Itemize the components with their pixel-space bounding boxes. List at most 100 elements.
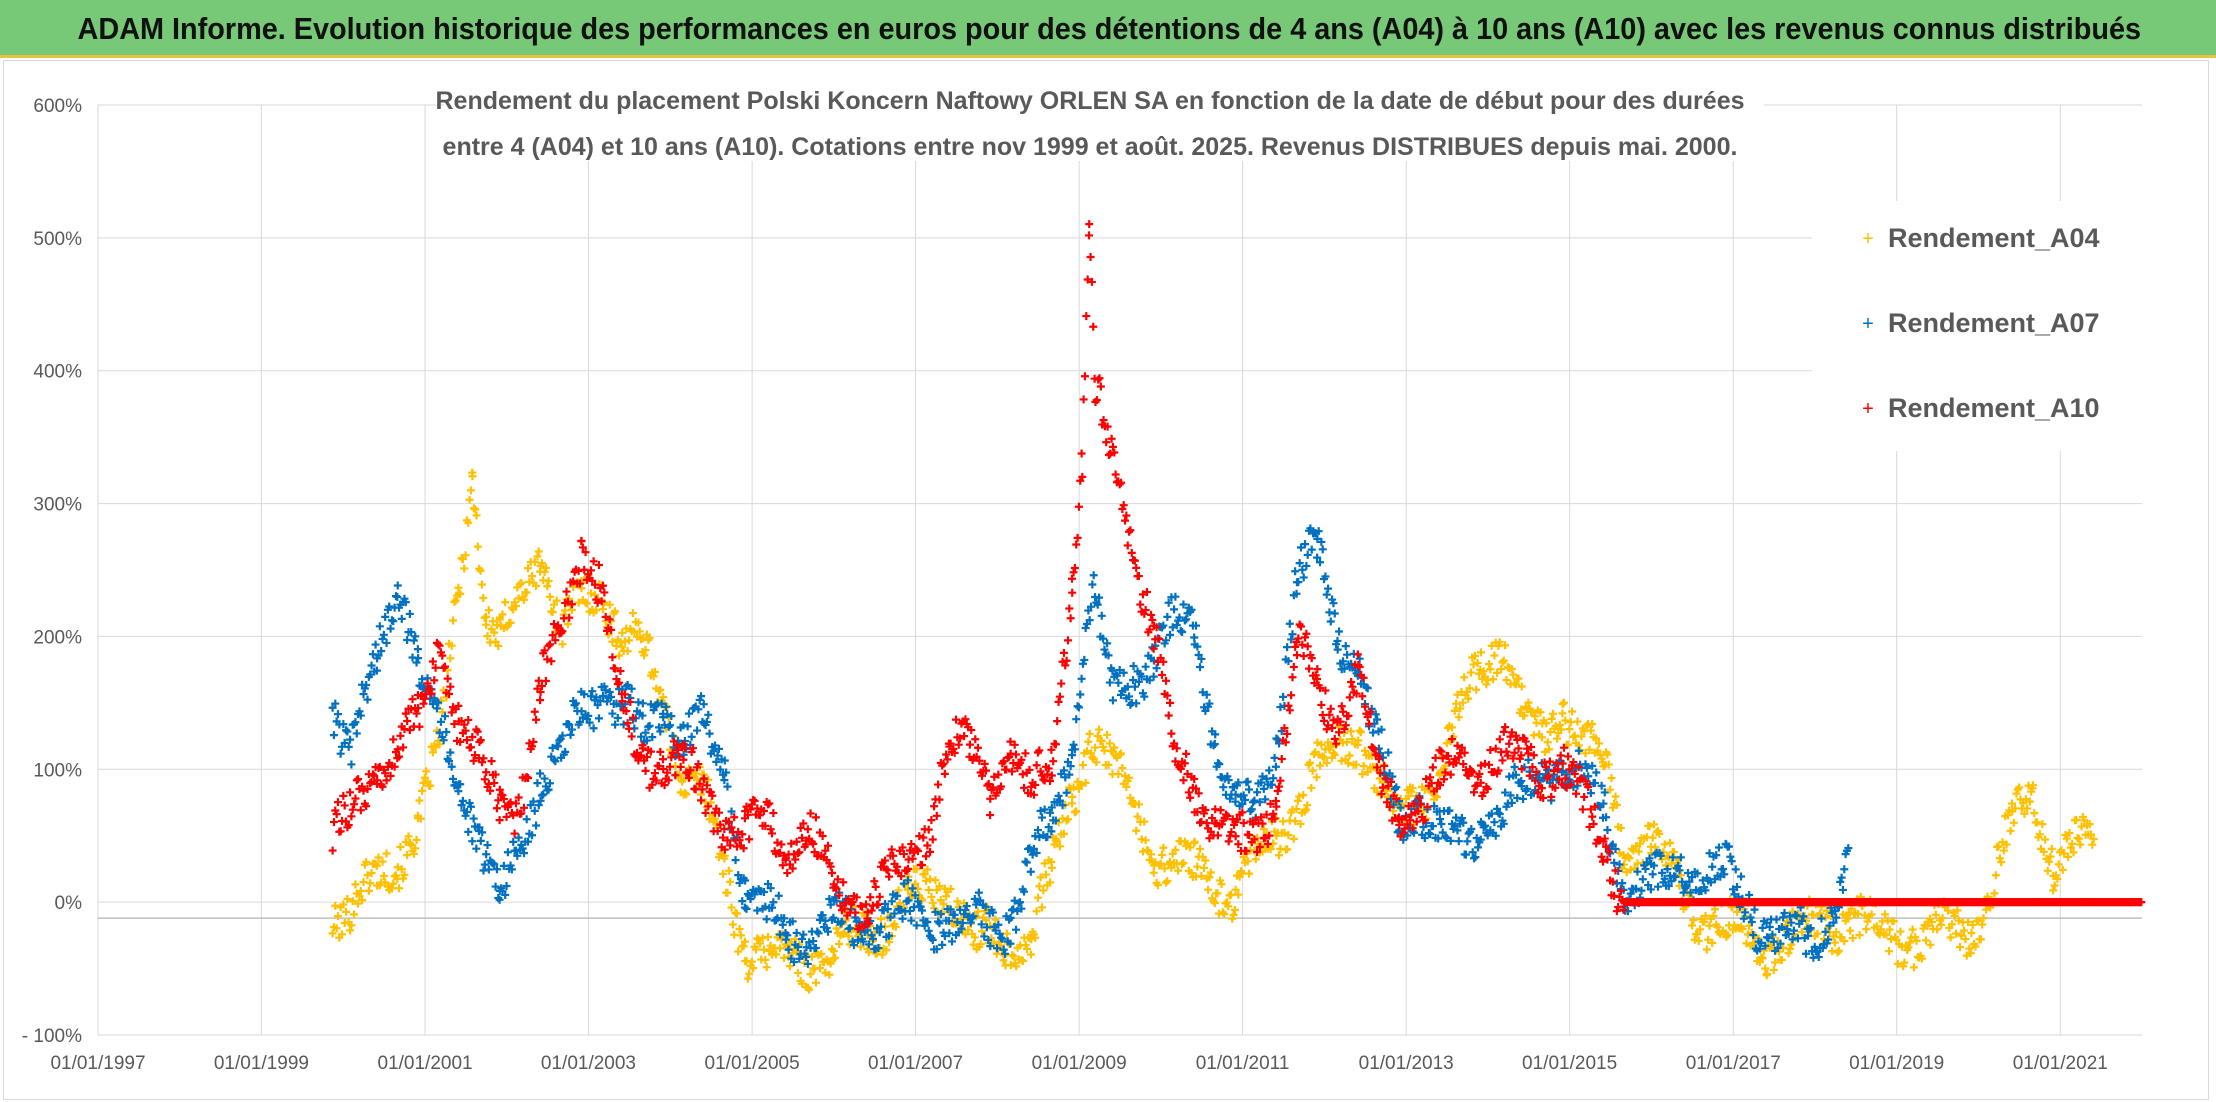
data-point	[1502, 676, 1511, 685]
data-point	[999, 945, 1008, 954]
data-point	[574, 598, 583, 607]
data-point	[566, 730, 575, 739]
data-point	[957, 914, 966, 923]
data-point	[445, 689, 454, 698]
data-point	[895, 899, 904, 908]
data-point	[1293, 796, 1302, 805]
data-point	[1739, 914, 1748, 923]
data-point	[1097, 736, 1106, 745]
data-point	[961, 715, 970, 724]
data-point	[1705, 921, 1714, 930]
data-point	[1783, 917, 1792, 926]
data-point	[1163, 612, 1172, 621]
data-point	[499, 861, 508, 870]
data-point	[541, 677, 550, 686]
data-point	[1119, 668, 1128, 677]
data-point	[356, 886, 365, 895]
data-point	[1035, 882, 1044, 891]
data-point	[1257, 778, 1266, 787]
data-point	[460, 720, 469, 729]
data-point	[1151, 858, 1160, 867]
data-point	[608, 653, 617, 662]
data-point	[638, 711, 647, 720]
data-point	[368, 770, 377, 779]
data-point	[333, 798, 342, 807]
data-point	[1062, 816, 1071, 825]
data-point	[1295, 792, 1304, 801]
data-point	[1196, 844, 1205, 853]
data-point	[1114, 678, 1123, 687]
data-point	[359, 786, 368, 795]
data-point	[995, 929, 1004, 938]
data-point	[339, 720, 348, 729]
data-point	[1377, 725, 1386, 734]
data-point	[1197, 872, 1206, 881]
data-point	[336, 827, 345, 836]
data-point	[1213, 831, 1222, 840]
data-point	[1077, 780, 1086, 789]
data-point	[788, 949, 797, 958]
data-point	[1287, 691, 1296, 700]
data-point	[1616, 824, 1625, 833]
data-point	[1344, 759, 1353, 768]
data-point	[1615, 860, 1624, 869]
data-point	[475, 823, 484, 832]
data-point	[1175, 613, 1184, 622]
data-point	[1306, 524, 1315, 533]
data-point	[1273, 787, 1282, 796]
data-point	[1149, 672, 1158, 681]
data-point	[818, 832, 827, 841]
data-point	[1682, 882, 1691, 891]
data-point	[393, 745, 402, 754]
data-point	[1234, 778, 1243, 787]
data-point	[976, 939, 985, 948]
data-point	[1594, 739, 1603, 748]
data-point	[778, 861, 787, 870]
data-point	[1302, 561, 1311, 570]
data-point	[1810, 942, 1819, 951]
data-point	[558, 627, 567, 636]
data-point	[1863, 917, 1872, 926]
data-point	[2043, 866, 2052, 875]
data-point	[1757, 938, 1766, 947]
x-tick-label: 01/01/2015	[1522, 1053, 1617, 1074]
data-point	[1121, 516, 1130, 525]
data-point	[490, 860, 499, 869]
data-point	[645, 721, 654, 730]
data-point	[656, 727, 665, 736]
data-point	[788, 864, 797, 873]
data-point	[1046, 878, 1055, 887]
data-point	[407, 841, 416, 850]
data-point	[1632, 842, 1641, 851]
data-point	[1951, 929, 1960, 938]
data-point	[412, 709, 421, 718]
data-point	[805, 938, 814, 947]
data-point	[411, 632, 420, 641]
data-point	[1114, 770, 1123, 779]
data-point	[594, 714, 603, 723]
data-point	[907, 916, 916, 925]
data-point	[1430, 802, 1439, 811]
data-point	[1674, 861, 1683, 870]
data-point	[915, 832, 924, 841]
data-point	[686, 766, 695, 775]
data-point	[1215, 760, 1224, 769]
data-point	[530, 806, 539, 815]
data-point	[435, 641, 444, 650]
data-point	[1007, 767, 1016, 776]
data-point	[1159, 621, 1168, 630]
data-point	[1578, 805, 1587, 814]
data-point	[877, 915, 886, 924]
data-point	[1580, 727, 1589, 736]
data-point	[877, 922, 886, 931]
data-point	[1528, 707, 1537, 716]
data-point	[832, 924, 841, 933]
data-point	[1224, 837, 1233, 846]
data-point	[469, 814, 478, 823]
data-point	[2012, 789, 2021, 798]
data-point	[522, 588, 531, 597]
data-point	[1979, 914, 1988, 923]
data-point	[1013, 907, 1022, 916]
data-point	[440, 662, 449, 671]
data-point	[567, 725, 576, 734]
